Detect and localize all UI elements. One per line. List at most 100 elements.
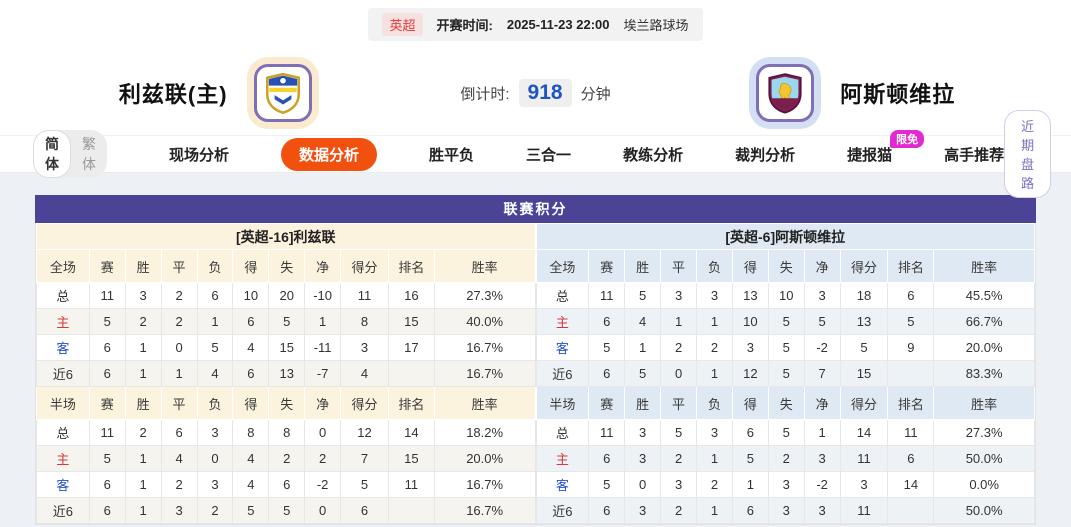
away-stats-table: [英超-6]阿斯顿维拉 全场赛胜平负得失净得分 排名 胜率总 11 5 3 3 13 10 3 18 6… <box>535 223 1036 524</box>
stat-cell: 17 <box>387 334 435 361</box>
lang-simplified-button[interactable]: 简体 <box>33 130 71 178</box>
nav-item[interactable]: 现场分析 <box>169 146 230 164</box>
column-header: 净 <box>803 249 841 283</box>
column-header: 得 <box>232 386 270 420</box>
column-header: 得分 <box>340 386 389 420</box>
stat-cell: 11 <box>387 471 435 498</box>
stat-cell: -2 <box>304 471 342 498</box>
stat-cell: 3 <box>340 334 389 361</box>
stat-cell: 15 <box>387 308 435 335</box>
stat-cell: 5 <box>624 360 662 387</box>
stat-cell: 0 <box>160 334 198 361</box>
stat-cell: 2 <box>124 419 162 446</box>
stat-cell: 1 <box>124 445 162 472</box>
stat-cell: 6 <box>268 471 306 498</box>
stat-cell: -7 <box>304 360 342 387</box>
section-label: 半场 <box>36 386 90 420</box>
stat-cell: 11 <box>588 282 626 309</box>
table-row: 主 6 3 2 1 5 2 3 11 6 50.0% <box>535 445 1035 472</box>
stat-cell: 50.0% <box>933 497 1035 524</box>
table-row: 客 5 1 2 2 3 5 -2 5 9 20.0% <box>535 334 1035 361</box>
kickoff-time: 2025-11-23 22:00 <box>506 17 610 32</box>
row-label: 主 <box>36 308 90 335</box>
table-row: 近6 6 1 1 4 6 13 -7 4 16.7% <box>36 360 536 387</box>
stat-cell: -11 <box>304 334 342 361</box>
table-row: 客 6 1 0 5 4 15 -11 3 17 16.7% <box>36 334 536 361</box>
stat-cell: 5 <box>767 360 805 387</box>
column-header: 得分 <box>839 386 889 420</box>
stat-cell: 1 <box>124 334 162 361</box>
row-label: 总 <box>535 419 590 446</box>
nav-item[interactable]: 高手推荐 <box>944 146 1005 164</box>
nav-item[interactable]: 裁判分析 <box>735 146 796 164</box>
nav-item[interactable]: 教练分析 <box>623 146 684 164</box>
team-panel-header: [英超-16]利兹联 <box>36 223 536 250</box>
stat-cell: 6 <box>588 308 626 335</box>
stat-cell: 5 <box>660 419 697 446</box>
column-header: 平 <box>660 386 697 420</box>
stat-cell: 8 <box>340 308 389 335</box>
stat-cell <box>387 360 435 387</box>
stat-cell: 6 <box>160 419 198 446</box>
row-label: 总 <box>36 419 90 446</box>
stat-cell: 5 <box>767 334 805 361</box>
row-label: 近6 <box>535 497 590 524</box>
stat-cell: 1 <box>731 471 769 498</box>
nav-items: 现场分析 数据分析 胜平负 三合一 教练分析 裁判分析 捷报猫 限免 高手推荐 <box>169 129 1005 171</box>
column-header: 排名 <box>387 386 435 420</box>
stat-cell: 11 <box>588 419 626 446</box>
stat-cell: 1 <box>696 497 733 524</box>
home-team-name: 利兹联(主) <box>118 82 228 107</box>
stat-cell: 3 <box>624 497 662 524</box>
recent-odds-button[interactable]: 近期盘路 <box>1004 110 1052 198</box>
stat-cell: 10 <box>767 282 805 309</box>
column-header: 失 <box>767 386 805 420</box>
stat-cell: 2 <box>160 308 198 335</box>
language-toggle[interactable]: 简体 繁体 <box>33 130 107 178</box>
column-header: 排名 <box>387 249 435 283</box>
stat-cell: 5 <box>624 282 662 309</box>
stat-cell: 6 <box>88 497 126 524</box>
table-row: 总 11 5 3 3 13 10 3 18 6 45.5% <box>535 282 1035 309</box>
lang-traditional-button[interactable]: 繁体 <box>82 136 96 172</box>
countdown-value: 918 <box>518 79 572 107</box>
countdown-unit: 分钟 <box>580 85 611 103</box>
stat-cell <box>887 360 935 387</box>
stat-cell: 2 <box>160 282 198 309</box>
team-header-row: [英超-6]阿斯顿维拉 <box>535 223 1035 250</box>
countdown: 倒计时: 918 分钟 <box>431 79 641 107</box>
stat-cell: 6 <box>196 282 234 309</box>
stat-cell: 1 <box>160 360 198 387</box>
stat-cell: 0.0% <box>933 471 1035 498</box>
table-row: 近6 6 3 2 1 6 3 3 11 50.0% <box>535 497 1035 524</box>
league-points-card: 联赛积分 [英超-16]利兹联 全场赛胜平负得失净得分 排名 胜率总 11 3 2 6 10 20… <box>35 195 1036 525</box>
team-header-row: [英超-16]利兹联 <box>36 223 536 250</box>
row-label: 主 <box>535 308 590 335</box>
column-header-row: 半场赛胜平负得失净得分 排名 胜率 <box>535 386 1035 420</box>
column-header: 净 <box>304 386 342 420</box>
row-label: 总 <box>535 282 590 309</box>
stat-cell: 13 <box>839 308 889 335</box>
row-label: 总 <box>36 282 90 309</box>
column-header: 失 <box>767 249 805 283</box>
column-header: 平 <box>160 386 198 420</box>
stat-cell: 16.7% <box>433 497 536 524</box>
stat-cell: 2 <box>196 497 234 524</box>
stat-cell: 45.5% <box>933 282 1035 309</box>
nav-item[interactable]: 胜平负 <box>429 146 475 164</box>
column-header: 胜 <box>624 249 662 283</box>
stat-cell: 16.7% <box>433 471 536 498</box>
stat-cell: 5 <box>196 334 234 361</box>
row-label: 主 <box>36 445 90 472</box>
stat-cell: 3 <box>696 419 733 446</box>
nav-item[interactable]: 数据分析 <box>281 137 378 171</box>
column-header: 平 <box>160 249 198 283</box>
stat-cell: 5 <box>340 471 389 498</box>
villa-crest-icon <box>768 73 802 114</box>
nav-item[interactable]: 三合一 <box>526 146 572 164</box>
stat-cell: 15 <box>839 360 889 387</box>
home-team-block: 利兹联(主) <box>0 64 431 122</box>
stat-cell: 11 <box>88 419 126 446</box>
column-header: 胜 <box>624 386 662 420</box>
nav-item[interactable]: 捷报猫 限免 <box>847 129 925 165</box>
